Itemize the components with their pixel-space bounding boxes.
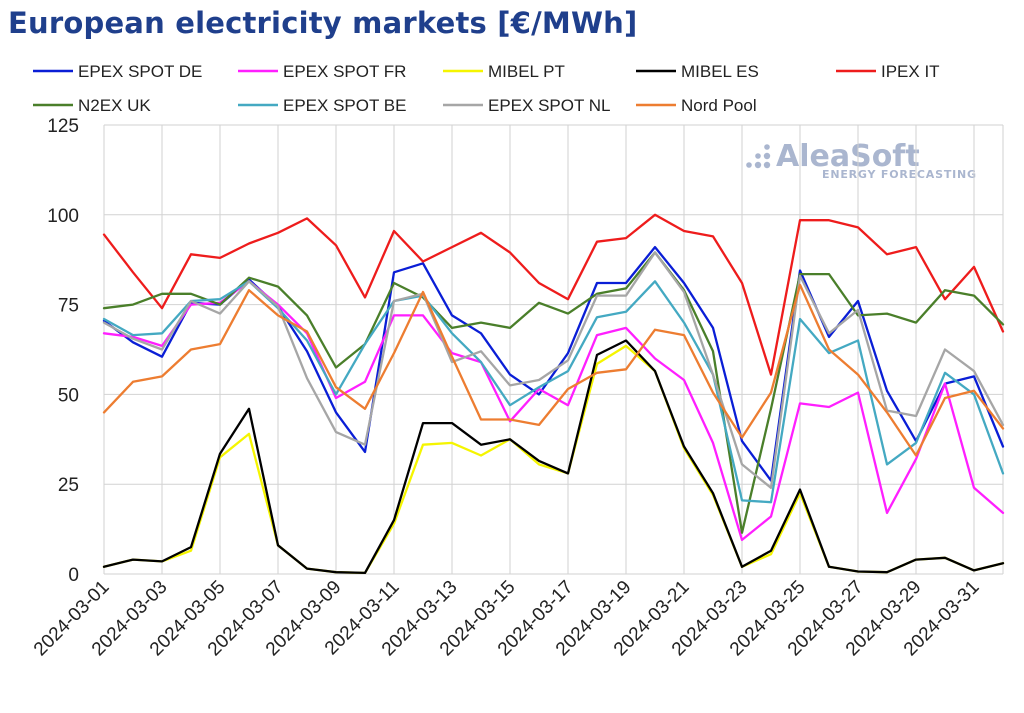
y-tick-label: 50: [58, 385, 79, 406]
y-axis: 0 25 50 75 100 125: [47, 116, 79, 586]
chart-legend: EPEX SPOT DE EPEX SPOT FR MIBEL PT MIBEL ES…: [33, 62, 940, 115]
aleasoft-dots-icon: [746, 144, 771, 169]
legend-label-1: EPEX SPOT FR: [283, 62, 406, 81]
logo-subtext: ENERGY FORECASTING: [822, 168, 977, 181]
y-tick-label: 0: [68, 565, 79, 586]
series-line-8: [102, 283, 1005, 457]
legend-label-7: EPEX SPOT NL: [488, 96, 611, 115]
series-line-0: [102, 245, 1005, 482]
legend-label-2: MIBEL PT: [488, 62, 565, 81]
legend-label-4: IPEX IT: [881, 62, 940, 81]
legend-label-3: MIBEL ES: [681, 62, 759, 81]
x-axis: 2024-03-012024-03-032024-03-052024-03-07…: [30, 577, 984, 661]
legend-label-6: EPEX SPOT BE: [283, 96, 406, 115]
legend-label-5: N2EX UK: [78, 96, 151, 115]
legend-label-8: Nord Pool: [681, 96, 757, 115]
series-line-7: [102, 251, 1005, 489]
series-line-1: [102, 280, 1005, 542]
chart-grid: [103, 124, 1004, 575]
series-line-4: [102, 213, 1005, 376]
y-tick-label: 100: [47, 206, 79, 227]
y-tick-label: 25: [58, 475, 79, 496]
legend-label-0: EPEX SPOT DE: [78, 62, 202, 81]
chart-title: European electricity markets [€/MWh]: [8, 6, 638, 40]
y-tick-label: 75: [58, 296, 79, 317]
series-line-3: [102, 339, 1005, 575]
chart-series: [102, 213, 1005, 575]
aleasoft-logo: AleaSoft ENERGY FORECASTING: [746, 139, 977, 181]
series-line-5: [102, 251, 1005, 534]
y-tick-label: 125: [47, 116, 79, 137]
